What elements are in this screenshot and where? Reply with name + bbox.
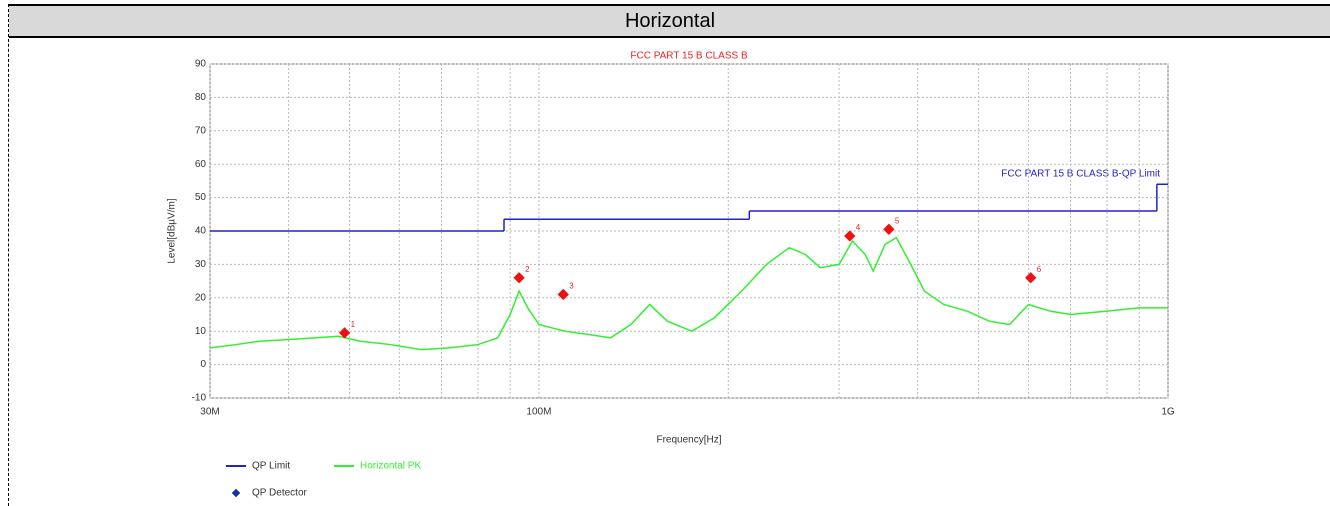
marker-label: 5 [895,216,900,225]
y-tick-label: 10 [195,326,207,337]
y-tick-label: 90 [195,59,207,70]
limit-label: FCC PART 15 B CLASS B-QP Limit [1001,169,1160,180]
y-tick-label: 50 [195,192,207,203]
legend-label: QP Detector [252,488,308,499]
x-axis-label: Frequency[Hz] [656,435,721,446]
frame: Horizontal [8,4,1330,506]
x-tick-label: 1G [1161,407,1175,418]
qp-marker [1025,272,1037,284]
y-tick-label: 80 [195,92,207,103]
qp-marker [557,288,569,301]
marker-label: 2 [525,265,530,274]
legend-swatch [231,488,241,498]
qp-marker [883,223,895,235]
y-tick-label: 30 [195,259,207,270]
x-tick-label: 100M [526,407,551,418]
y-tick-label: 70 [195,125,207,136]
x-tick-label: 30M [200,407,219,418]
trace [209,236,1168,351]
qp-marker [844,230,856,242]
qp-marker [513,272,525,284]
marker-label: 3 [569,282,574,291]
y-tick-label: 40 [195,226,207,237]
qp-marker [338,327,351,339]
y-tick-label: -10 [192,393,207,404]
marker-label: 4 [856,223,861,232]
y-tick-label: 60 [195,159,207,170]
chart-title: FCC PART 15 B CLASS B [630,51,748,62]
legend-label: Horizontal PK [360,461,421,472]
legend-label: QP Limit [252,461,290,472]
y-tick-label: 0 [200,359,206,370]
marker-label: 1 [351,320,356,329]
y-axis-label: Level[dBµV/m] [167,198,178,263]
y-tick-label: 20 [195,292,207,303]
header: Horizontal [9,4,1330,38]
marker-label: 6 [1037,265,1042,274]
